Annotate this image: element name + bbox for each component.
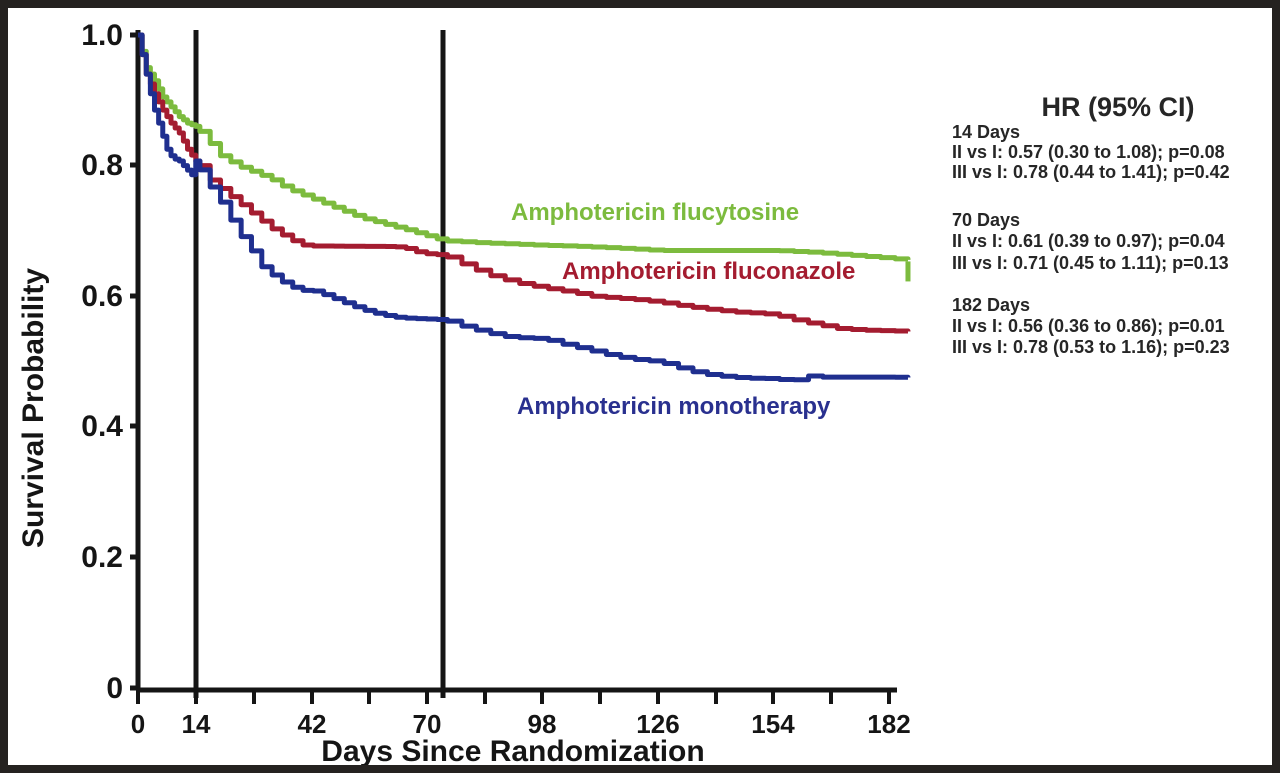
svg-text:154: 154 [751, 709, 795, 739]
svg-text:1.0: 1.0 [81, 19, 123, 52]
svg-text:0: 0 [106, 672, 123, 705]
svg-text:Amphotericin monotherapy: Amphotericin monotherapy [517, 393, 831, 420]
svg-text:182 Days: 182 Days [952, 295, 1030, 315]
svg-text:0.4: 0.4 [81, 410, 123, 443]
svg-text:III vs I: 0.78 (0.44 to 1.41);: III vs I: 0.78 (0.44 to 1.41); p=0.42 [952, 162, 1230, 182]
svg-text:III vs I: 0.78 (0.53 to 1.16);: III vs I: 0.78 (0.53 to 1.16); p=0.23 [952, 337, 1230, 357]
svg-text:0.2: 0.2 [81, 541, 123, 574]
svg-text:0.8: 0.8 [81, 149, 123, 182]
svg-text:II vs I: 0.61 (0.39 to 0.97);: II vs I: 0.61 (0.39 to 0.97); p=0.04 [952, 231, 1225, 251]
svg-text:0: 0 [131, 709, 145, 739]
svg-text:HR (95% CI): HR (95% CI) [1041, 92, 1194, 122]
svg-text:182: 182 [867, 709, 910, 739]
svg-text:II vs I: 0.56 (0.36 to 0.86);: II vs I: 0.56 (0.36 to 0.86); p=0.01 [952, 316, 1225, 336]
svg-text:14: 14 [182, 709, 211, 739]
svg-text:14 Days: 14 Days [952, 122, 1020, 142]
svg-text:Amphotericin fluconazole: Amphotericin fluconazole [562, 258, 855, 285]
svg-text:70 Days: 70 Days [952, 210, 1020, 230]
svg-text:Amphotericin flucytosine: Amphotericin flucytosine [511, 199, 799, 226]
svg-text:II vs I: 0.57 (0.30 to 1.08);: II vs I: 0.57 (0.30 to 1.08); p=0.08 [952, 142, 1225, 162]
svg-text:0.6: 0.6 [81, 280, 123, 313]
svg-text:III vs I: 0.71 (0.45 to 1.11);: III vs I: 0.71 (0.45 to 1.11); p=0.13 [952, 253, 1229, 273]
svg-text:Survival Probability: Survival Probability [17, 268, 50, 548]
svg-text:Days Since Randomization: Days Since Randomization [321, 735, 704, 765]
